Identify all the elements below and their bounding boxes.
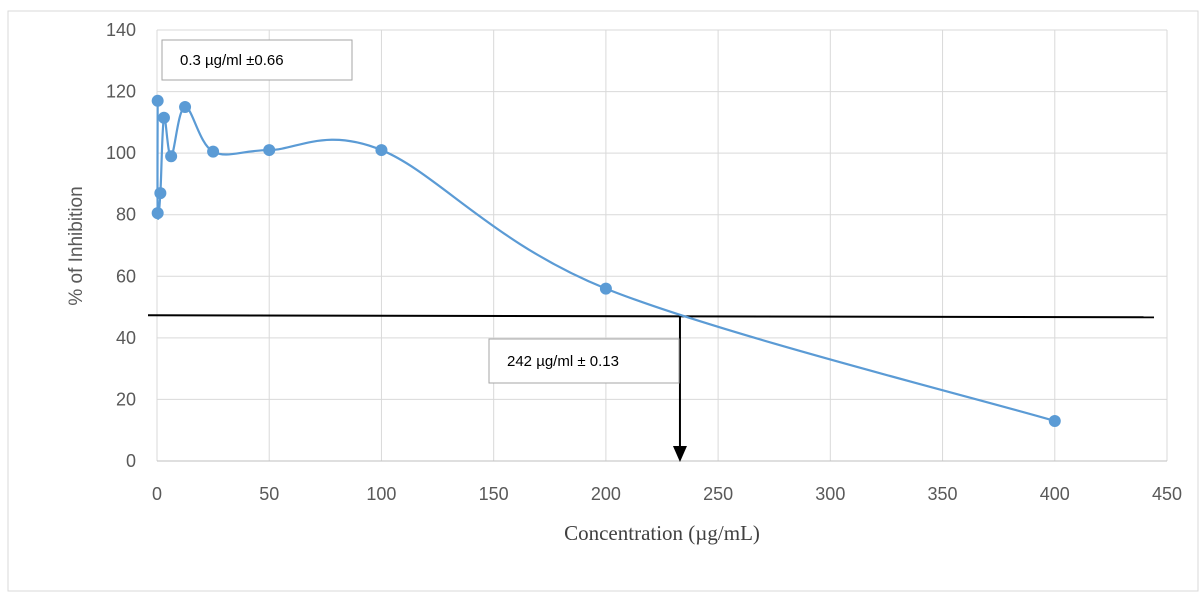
y-tick-label: 40 <box>116 328 136 348</box>
data-point <box>375 144 388 157</box>
x-tick-label: 50 <box>259 484 279 504</box>
data-point <box>154 187 167 200</box>
data-point <box>151 207 164 220</box>
data-point <box>263 144 276 157</box>
y-tick-label: 80 <box>116 205 136 225</box>
x-axis-title: Concentration (µg/mL) <box>564 521 760 545</box>
data-point <box>207 145 220 158</box>
x-tick-label: 450 <box>1152 484 1182 504</box>
y-tick-label: 0 <box>126 451 136 471</box>
tick-labels: 0 20 40 60 80 100 120 140 0 50 100 150 200 250 300 350 4… <box>106 20 1182 504</box>
data-point <box>165 150 178 163</box>
x-tick-label: 400 <box>1040 484 1070 504</box>
annotation-label: 0.3 µg/ml ±0.66 <box>180 52 284 69</box>
data-point <box>151 94 164 107</box>
data-point <box>599 282 612 295</box>
x-tick-label: 200 <box>591 484 621 504</box>
annotation-box <box>488 338 680 384</box>
reference-layer <box>147 314 1155 462</box>
x-tick-label: 300 <box>815 484 845 504</box>
annotation-box <box>161 39 353 81</box>
series-layer <box>151 94 1061 427</box>
data-point <box>179 100 192 113</box>
y-tick-label: 120 <box>106 82 136 102</box>
y-tick-label: 140 <box>106 20 136 40</box>
fifty-percent-line <box>147 314 1155 319</box>
y-tick-label: 100 <box>106 143 136 163</box>
y-tick-label: 20 <box>116 389 136 409</box>
annotation-layer: 0.3 µg/ml ±0.66 242 µg/ml ± 0.13 <box>161 39 680 384</box>
annotation-label: 242 µg/ml ± 0.13 <box>507 353 619 370</box>
x-tick-label: 0 <box>152 484 162 504</box>
data-point <box>1048 414 1061 427</box>
x-tick-label: 100 <box>366 484 396 504</box>
data-point <box>157 111 170 124</box>
x-tick-label: 150 <box>479 484 509 504</box>
chart-outer-frame <box>7 10 1199 592</box>
grid-layer <box>156 29 1168 462</box>
ic50-arrow-head <box>672 446 687 462</box>
x-tick-label: 350 <box>928 484 958 504</box>
y-axis-title: % of Inhibition <box>66 186 87 305</box>
x-tick-label: 250 <box>703 484 733 504</box>
y-tick-label: 60 <box>116 266 136 286</box>
